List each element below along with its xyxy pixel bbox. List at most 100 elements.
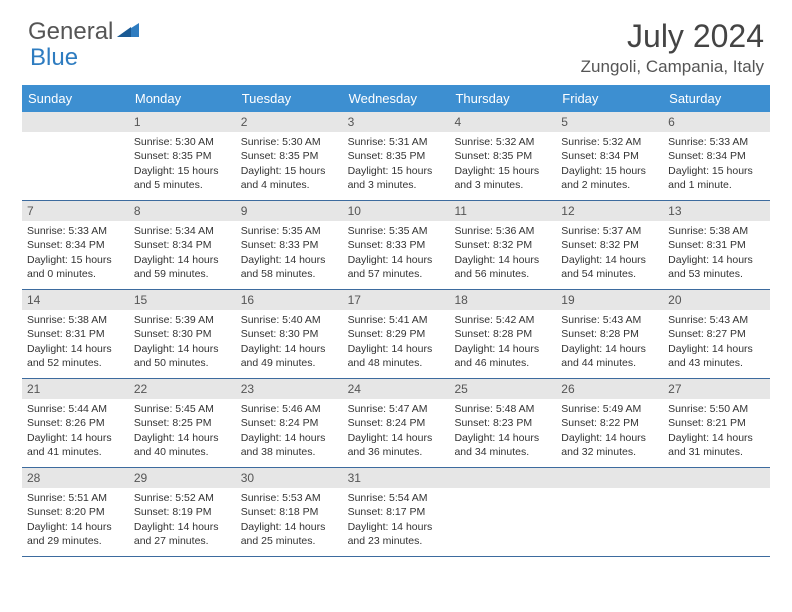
day-body: Sunrise: 5:42 AMSunset: 8:28 PMDaylight:… <box>449 310 556 375</box>
day-cell: 25Sunrise: 5:48 AMSunset: 8:23 PMDayligh… <box>449 379 556 467</box>
day-line: Sunset: 8:34 PM <box>668 149 765 163</box>
day-line: Sunrise: 5:31 AM <box>348 135 445 149</box>
week-row: 7Sunrise: 5:33 AMSunset: 8:34 PMDaylight… <box>22 201 770 290</box>
day-line: Sunrise: 5:51 AM <box>27 491 124 505</box>
day-line: Daylight: 14 hours <box>134 431 231 445</box>
day-cell <box>556 468 663 556</box>
day-number <box>449 468 556 488</box>
day-number: 5 <box>556 112 663 132</box>
day-body: Sunrise: 5:39 AMSunset: 8:30 PMDaylight:… <box>129 310 236 375</box>
day-line: Daylight: 14 hours <box>561 342 658 356</box>
day-line: and 27 minutes. <box>134 534 231 548</box>
day-line: and 29 minutes. <box>27 534 124 548</box>
day-cell <box>449 468 556 556</box>
day-number: 21 <box>22 379 129 399</box>
location: Zungoli, Campania, Italy <box>581 57 764 77</box>
day-cell: 20Sunrise: 5:43 AMSunset: 8:27 PMDayligh… <box>663 290 770 378</box>
day-line: and 3 minutes. <box>454 178 551 192</box>
weekday-header: SundayMondayTuesdayWednesdayThursdayFrid… <box>22 85 770 112</box>
day-line: and 41 minutes. <box>27 445 124 459</box>
day-line: Sunrise: 5:35 AM <box>348 224 445 238</box>
header: General July 2024 Zungoli, Campania, Ita… <box>0 0 792 85</box>
day-line: Sunrise: 5:38 AM <box>668 224 765 238</box>
day-body: Sunrise: 5:43 AMSunset: 8:27 PMDaylight:… <box>663 310 770 375</box>
day-line: Daylight: 14 hours <box>348 520 445 534</box>
day-number: 26 <box>556 379 663 399</box>
week-row: 21Sunrise: 5:44 AMSunset: 8:26 PMDayligh… <box>22 379 770 468</box>
logo-text-2: Blue <box>30 44 78 71</box>
day-line: Sunset: 8:32 PM <box>454 238 551 252</box>
day-line: Sunset: 8:27 PM <box>668 327 765 341</box>
day-line: Daylight: 14 hours <box>27 431 124 445</box>
day-line: Daylight: 14 hours <box>241 431 338 445</box>
day-line: Daylight: 14 hours <box>134 342 231 356</box>
day-number: 6 <box>663 112 770 132</box>
day-body: Sunrise: 5:34 AMSunset: 8:34 PMDaylight:… <box>129 221 236 286</box>
day-cell: 18Sunrise: 5:42 AMSunset: 8:28 PMDayligh… <box>449 290 556 378</box>
day-line: Sunset: 8:34 PM <box>561 149 658 163</box>
day-body: Sunrise: 5:38 AMSunset: 8:31 PMDaylight:… <box>663 221 770 286</box>
day-line: Sunset: 8:25 PM <box>134 416 231 430</box>
day-body: Sunrise: 5:33 AMSunset: 8:34 PMDaylight:… <box>22 221 129 286</box>
day-cell: 15Sunrise: 5:39 AMSunset: 8:30 PMDayligh… <box>129 290 236 378</box>
week-row: 1Sunrise: 5:30 AMSunset: 8:35 PMDaylight… <box>22 112 770 201</box>
day-line: Sunset: 8:33 PM <box>241 238 338 252</box>
day-line: Daylight: 15 hours <box>668 164 765 178</box>
day-body: Sunrise: 5:31 AMSunset: 8:35 PMDaylight:… <box>343 132 450 197</box>
weekday-label: Monday <box>129 85 236 112</box>
day-line: and 38 minutes. <box>241 445 338 459</box>
day-line: and 48 minutes. <box>348 356 445 370</box>
day-line: and 59 minutes. <box>134 267 231 281</box>
day-line: and 25 minutes. <box>241 534 338 548</box>
day-line: and 31 minutes. <box>668 445 765 459</box>
day-number: 23 <box>236 379 343 399</box>
day-line: Sunset: 8:24 PM <box>348 416 445 430</box>
logo-triangle-icon <box>117 21 139 44</box>
day-cell: 30Sunrise: 5:53 AMSunset: 8:18 PMDayligh… <box>236 468 343 556</box>
day-line: Sunrise: 5:43 AM <box>668 313 765 327</box>
day-cell: 1Sunrise: 5:30 AMSunset: 8:35 PMDaylight… <box>129 112 236 200</box>
day-line: Daylight: 14 hours <box>241 520 338 534</box>
day-body: Sunrise: 5:33 AMSunset: 8:34 PMDaylight:… <box>663 132 770 197</box>
day-cell: 16Sunrise: 5:40 AMSunset: 8:30 PMDayligh… <box>236 290 343 378</box>
day-cell: 26Sunrise: 5:49 AMSunset: 8:22 PMDayligh… <box>556 379 663 467</box>
day-number: 28 <box>22 468 129 488</box>
day-number <box>663 468 770 488</box>
day-line: Sunset: 8:22 PM <box>561 416 658 430</box>
day-number: 25 <box>449 379 556 399</box>
day-line: Daylight: 14 hours <box>454 253 551 267</box>
week-row: 28Sunrise: 5:51 AMSunset: 8:20 PMDayligh… <box>22 468 770 557</box>
day-line: Daylight: 15 hours <box>454 164 551 178</box>
day-cell: 22Sunrise: 5:45 AMSunset: 8:25 PMDayligh… <box>129 379 236 467</box>
day-line: and 50 minutes. <box>134 356 231 370</box>
day-cell: 31Sunrise: 5:54 AMSunset: 8:17 PMDayligh… <box>343 468 450 556</box>
day-body: Sunrise: 5:30 AMSunset: 8:35 PMDaylight:… <box>129 132 236 197</box>
day-cell: 3Sunrise: 5:31 AMSunset: 8:35 PMDaylight… <box>343 112 450 200</box>
day-line: Sunset: 8:35 PM <box>241 149 338 163</box>
day-line: Sunrise: 5:42 AM <box>454 313 551 327</box>
day-cell: 9Sunrise: 5:35 AMSunset: 8:33 PMDaylight… <box>236 201 343 289</box>
day-line: Sunrise: 5:32 AM <box>561 135 658 149</box>
day-line: Sunrise: 5:54 AM <box>348 491 445 505</box>
day-number: 15 <box>129 290 236 310</box>
day-line: Sunrise: 5:48 AM <box>454 402 551 416</box>
weekday-label: Saturday <box>663 85 770 112</box>
day-line: Sunset: 8:35 PM <box>348 149 445 163</box>
day-number: 9 <box>236 201 343 221</box>
day-number: 17 <box>343 290 450 310</box>
day-line: and 1 minute. <box>668 178 765 192</box>
day-line: Daylight: 14 hours <box>348 342 445 356</box>
week-row: 14Sunrise: 5:38 AMSunset: 8:31 PMDayligh… <box>22 290 770 379</box>
day-line: and 36 minutes. <box>348 445 445 459</box>
day-number: 27 <box>663 379 770 399</box>
day-line: Daylight: 14 hours <box>561 431 658 445</box>
day-line: Daylight: 15 hours <box>27 253 124 267</box>
day-cell: 6Sunrise: 5:33 AMSunset: 8:34 PMDaylight… <box>663 112 770 200</box>
day-line: Sunrise: 5:30 AM <box>241 135 338 149</box>
day-line: Sunrise: 5:53 AM <box>241 491 338 505</box>
day-line: and 44 minutes. <box>561 356 658 370</box>
day-cell: 11Sunrise: 5:36 AMSunset: 8:32 PMDayligh… <box>449 201 556 289</box>
day-number: 19 <box>556 290 663 310</box>
day-line: Sunrise: 5:45 AM <box>134 402 231 416</box>
day-cell: 19Sunrise: 5:43 AMSunset: 8:28 PMDayligh… <box>556 290 663 378</box>
